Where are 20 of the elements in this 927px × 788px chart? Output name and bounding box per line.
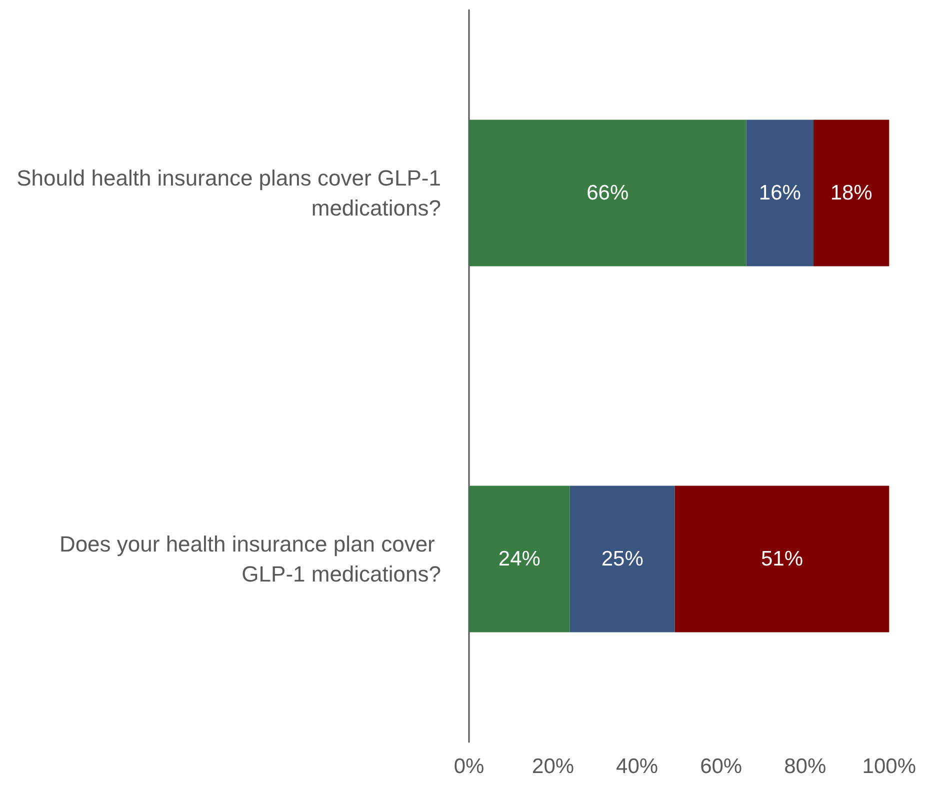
x-tick-label: 0% <box>454 755 484 778</box>
bar <box>570 486 675 632</box>
x-tick-label: 100% <box>862 755 916 778</box>
bar <box>469 120 746 266</box>
bar <box>674 486 890 632</box>
y-tick-label: Should health insurance plans cover GLP-1 medications? <box>16 166 441 220</box>
x-tick-label: 20% <box>532 755 574 778</box>
x-tick-label: 40% <box>616 755 658 778</box>
x-tick-label: 60% <box>700 755 742 778</box>
bar <box>746 120 814 266</box>
x-tick-label: 80% <box>784 755 826 778</box>
data-label: 66% <box>586 182 629 204</box>
data-label: 18% <box>830 182 872 204</box>
data-label: 51% <box>760 548 804 570</box>
data-label: 16% <box>758 182 801 204</box>
data-label: 24% <box>498 548 540 570</box>
data-label: 25% <box>601 548 644 570</box>
bar <box>814 120 890 266</box>
y-tick-label: Does your health insurance plan cover GLP-1 medications? <box>59 532 441 586</box>
bar <box>469 486 570 632</box>
